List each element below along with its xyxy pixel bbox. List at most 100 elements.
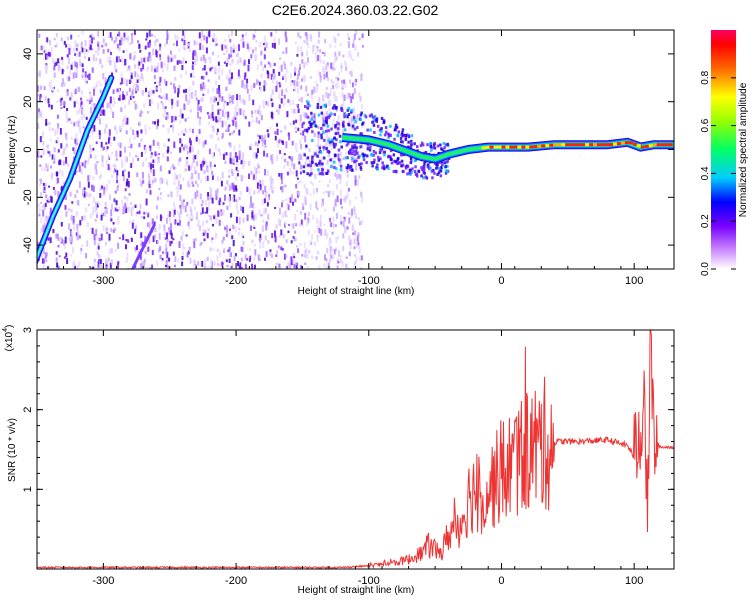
noise-speck (221, 172, 224, 179)
noise-speck (88, 75, 91, 80)
carrier-core (589, 143, 594, 147)
noise-speck (290, 160, 293, 167)
noise-speck (329, 43, 332, 49)
diagonal-streak-main-line (37, 76, 113, 260)
noise-speck (184, 247, 187, 250)
y-tick-label: -20 (22, 189, 34, 205)
noise-speck (280, 229, 283, 236)
cloud-speck (327, 139, 330, 143)
noise-speck (182, 243, 185, 250)
noise-speck (355, 242, 358, 249)
cloud-speck (309, 123, 313, 126)
noise-speck (89, 144, 92, 151)
noise-speck (255, 40, 258, 43)
cloud-speck (399, 136, 403, 140)
noise-speck (219, 116, 222, 122)
noise-speck (260, 73, 263, 79)
noise-speck (342, 54, 345, 58)
cloud-speck (316, 106, 319, 109)
noise-speck (65, 210, 68, 217)
cloud-speck (381, 166, 384, 170)
noise-speck (39, 95, 41, 102)
noise-speck (305, 33, 308, 40)
noise-speck (219, 197, 222, 202)
noise-speck (171, 104, 174, 110)
noise-speck (231, 196, 234, 202)
noise-speck (334, 198, 337, 206)
noise-speck (211, 197, 214, 204)
noise-speck (84, 216, 87, 221)
noise-speck (211, 170, 214, 176)
cloud-speck (411, 167, 414, 171)
cloud-speck (311, 130, 314, 134)
noise-speck (236, 156, 239, 163)
noise-speck (360, 75, 363, 81)
cloud-speck (306, 172, 309, 176)
cloud-speck (376, 167, 379, 171)
noise-speck (277, 142, 280, 147)
noise-speck (163, 224, 166, 231)
noise-speck (238, 144, 241, 149)
noise-speck (242, 162, 245, 167)
noise-speck (129, 80, 132, 83)
noise-speck (305, 112, 308, 119)
noise-speck (173, 65, 176, 71)
noise-speck (48, 150, 51, 157)
noise-speck (182, 251, 184, 256)
noise-speck (226, 57, 229, 64)
cloud-speck (322, 123, 325, 127)
cloud-speck (314, 124, 318, 128)
noise-speck (188, 47, 191, 53)
noise-speck (248, 59, 250, 65)
noise-speck (197, 261, 200, 266)
noise-speck (42, 258, 44, 264)
noise-speck (292, 201, 294, 206)
noise-speck (222, 202, 225, 205)
noise-speck (322, 191, 325, 194)
noise-speck (151, 218, 154, 225)
noise-speck (116, 179, 119, 184)
noise-speck (116, 88, 119, 93)
noise-speck (49, 138, 52, 142)
noise-speck (304, 251, 307, 258)
noise-speck (349, 79, 352, 84)
noise-speck (334, 224, 337, 227)
noise-speck (283, 253, 286, 260)
noise-speck (253, 83, 256, 88)
noise-speck (327, 155, 330, 158)
noise-speck (229, 157, 232, 164)
noise-speck (209, 161, 212, 168)
cloud-speck (311, 158, 314, 161)
noise-speck (287, 99, 290, 103)
noise-speck (354, 212, 357, 219)
noise-speck (214, 232, 217, 240)
noise-speck (296, 177, 299, 180)
noise-speck (252, 49, 255, 54)
cloud-speck (322, 131, 325, 135)
noise-speck (192, 239, 195, 243)
noise-speck (91, 129, 94, 136)
noise-speck (246, 214, 249, 221)
noise-speck (72, 147, 75, 151)
noise-speck (355, 158, 358, 161)
noise-speck (126, 252, 129, 259)
noise-speck (344, 195, 347, 202)
noise-speck (75, 100, 78, 104)
cloud-speck (333, 104, 336, 108)
noise-speck (306, 189, 309, 196)
noise-speck (302, 75, 305, 81)
noise-speck (236, 94, 239, 101)
noise-speck (206, 207, 209, 214)
cloud-speck (377, 158, 380, 162)
cloud-speck (350, 168, 354, 172)
carrier-core (525, 145, 530, 149)
noise-speck (112, 229, 115, 233)
noise-speck (344, 60, 347, 65)
noise-speck (179, 157, 182, 163)
noise-speck (53, 154, 56, 162)
noise-speck (291, 156, 294, 162)
noise-speck (359, 96, 362, 102)
noise-speck (260, 115, 263, 121)
noise-speck (123, 32, 126, 37)
noise-speck (130, 143, 133, 149)
